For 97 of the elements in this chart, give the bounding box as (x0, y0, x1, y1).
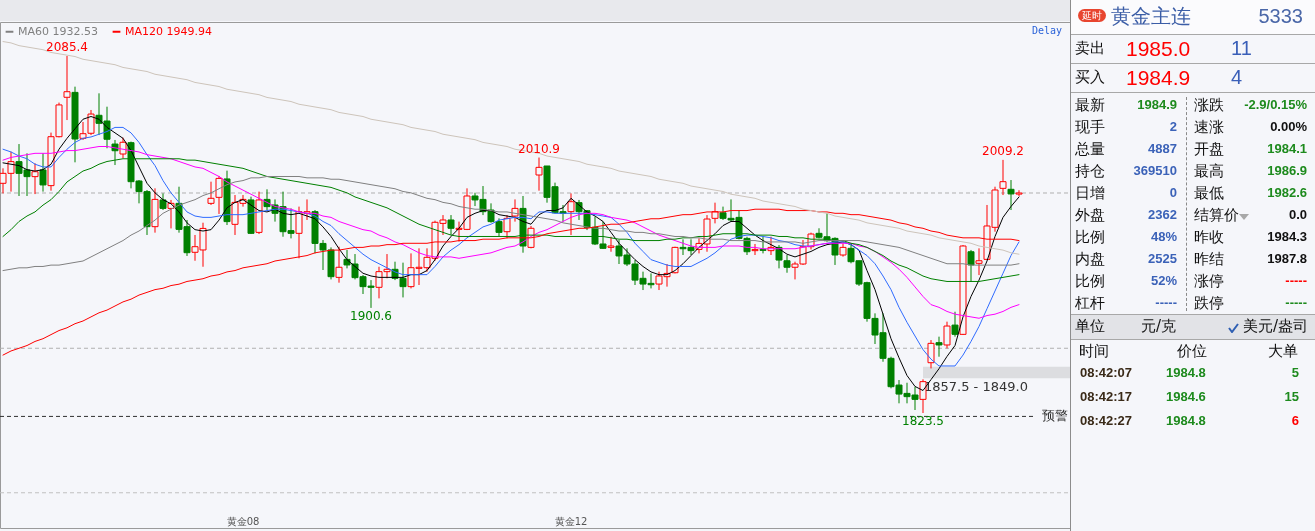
candlestick (215, 175, 223, 215)
text: 5333 (1258, 5, 1303, 28)
text: 速涨 (1194, 118, 1224, 137)
text: 0 (1169, 185, 1177, 200)
text: 美元/盎司 (1243, 317, 1309, 336)
text: 1984.3 (1267, 229, 1307, 244)
text: 52% (1150, 273, 1177, 288)
candlestick (975, 247, 983, 276)
candlestick (927, 339, 935, 369)
text: 元/克 (1141, 317, 1177, 336)
candlestick (751, 243, 759, 256)
text: 1984.9 (1126, 66, 1191, 91)
text: 单位 (1075, 317, 1105, 336)
text: 结算价 (1194, 206, 1239, 225)
text: 比例 (1075, 272, 1105, 291)
text: 昨结 (1194, 250, 1224, 269)
text: 1982.6 (1267, 185, 1307, 200)
text: 最高 (1194, 162, 1224, 181)
candlestick (39, 152, 47, 193)
candlestick (951, 311, 959, 338)
text: 黄金主连 (1111, 5, 1191, 28)
text: 价位 (1177, 342, 1207, 361)
text: 卖出 (1075, 39, 1105, 58)
candlestick (495, 217, 503, 238)
text: 08:42:27 (1080, 413, 1133, 429)
text: 开盘 (1194, 140, 1224, 159)
text: 涨停 (1194, 272, 1224, 291)
text: 1986.9 (1267, 163, 1307, 178)
ref-line-label: 预警 (1042, 408, 1068, 424)
text: 1984.6 (1166, 389, 1206, 405)
text: 2362 (1148, 207, 1177, 222)
text: ----- (1285, 273, 1307, 288)
candlestick (503, 214, 511, 239)
text: 2525 (1148, 251, 1177, 266)
text: 比例 (1075, 228, 1105, 247)
text: 369510 (1133, 163, 1177, 178)
text: 大单 (1268, 342, 1298, 361)
text: 内盘 (1075, 250, 1105, 269)
text: 48% (1150, 229, 1177, 244)
candlestick (943, 321, 951, 349)
text: 1987.8 (1267, 251, 1307, 266)
text: 4887 (1148, 141, 1177, 156)
text: 08:42:17 (1080, 389, 1133, 405)
candlestick (935, 336, 943, 358)
text: 最新 (1075, 96, 1105, 115)
candlestick (759, 236, 767, 254)
candlestick (535, 157, 543, 192)
text: 5 (1291, 365, 1299, 381)
candlestick (1015, 189, 1023, 197)
text: 0.00% (1270, 119, 1307, 134)
text: 2 (1169, 119, 1177, 134)
candlestick (335, 246, 343, 284)
text: 4 (1231, 66, 1243, 89)
x-tick-label: 黄金12 (554, 515, 588, 527)
candlestick (63, 55, 71, 121)
text: 1984.8 (1166, 365, 1206, 381)
text: 1985.0 (1126, 37, 1191, 62)
legend-label: MA60 1932.53 (18, 24, 98, 38)
text: 总量 (1075, 140, 1105, 159)
text: 持仓 (1075, 162, 1105, 181)
text: 杠杆 (1075, 294, 1105, 313)
text: 日增 (1075, 184, 1105, 203)
text: 1984.1 (1267, 141, 1307, 156)
text: 现手 (1075, 118, 1105, 137)
text: 买入 (1075, 68, 1105, 87)
text: ----- (1155, 295, 1177, 310)
legend-label: MA120 1949.94 (125, 24, 212, 38)
annotation: 1823.5 (902, 414, 944, 428)
text: ----- (1285, 295, 1307, 310)
text: 0.0 (1288, 207, 1307, 222)
text: 涨跌 (1194, 96, 1224, 115)
annotation: 1900.6 (350, 308, 392, 323)
text: 昨收 (1194, 228, 1224, 247)
annotation: 2009.2 (982, 143, 1024, 158)
text: 1984.8 (1166, 413, 1206, 429)
text: 最低 (1194, 184, 1224, 203)
x-tick-label: 黄金08 (226, 515, 260, 527)
text: 6 (1291, 413, 1299, 429)
text: 时间 (1079, 342, 1109, 361)
candlestick (447, 214, 455, 236)
text: 外盘 (1075, 206, 1105, 225)
text: 08:42:07 (1080, 365, 1133, 381)
text: -2.9/0.15% (1244, 97, 1307, 112)
text: 15 (1284, 389, 1299, 405)
candlestick (207, 181, 215, 206)
annotation: 2085.4 (46, 39, 88, 54)
candlestick (1007, 179, 1015, 211)
text: 1984.9 (1137, 97, 1177, 112)
annotation: 2010.9 (518, 141, 560, 156)
candlestick (607, 236, 615, 253)
text: Delay (1031, 25, 1062, 36)
text: 延时 (1078, 9, 1106, 22)
candlestick (31, 162, 39, 195)
text: 跌停 (1194, 294, 1224, 313)
candlestick (999, 159, 1007, 196)
text: 11 (1231, 37, 1252, 60)
candlestick (919, 378, 927, 414)
